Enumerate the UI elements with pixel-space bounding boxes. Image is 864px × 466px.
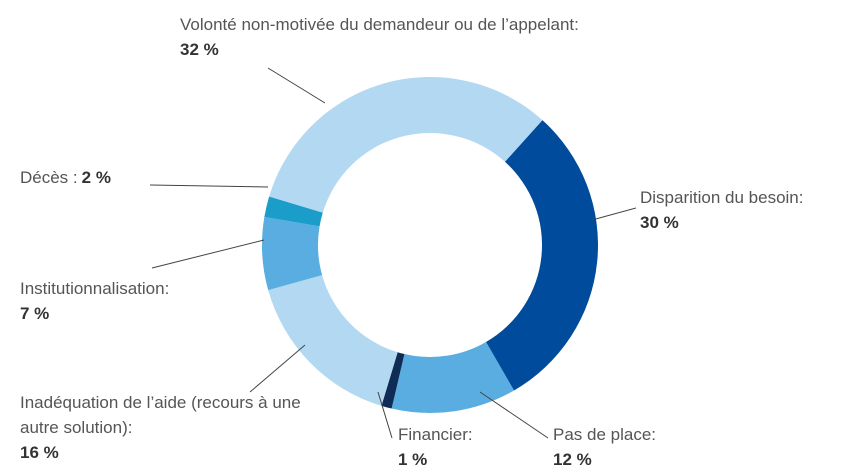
value-label: 16 % xyxy=(20,443,59,462)
category-label: Décès : xyxy=(20,168,78,187)
segment-label: Institutionnalisation: 7 % xyxy=(20,276,270,326)
value-label: 12 % xyxy=(553,450,592,466)
segment-label: Décès :2 % xyxy=(20,165,220,190)
category-label: Volonté non-motivée du demandeur ou de l… xyxy=(180,15,579,34)
category-label: Disparition du besoin: xyxy=(640,188,804,207)
donut-segment xyxy=(268,275,398,406)
donut-segment xyxy=(264,196,323,227)
donut-segment xyxy=(269,77,543,213)
segment-label: Pas de place: 12 % xyxy=(553,422,753,466)
donut-segment xyxy=(262,216,323,291)
category-label: Institutionnalisation: xyxy=(20,279,170,298)
category-label: Financier: xyxy=(398,425,473,444)
value-label: 32 % xyxy=(180,40,219,59)
segment-label: Financier: 1 % xyxy=(398,422,518,466)
segment-label: Inadéquation de l’aide (recours à une au… xyxy=(20,390,330,465)
category-label: Pas de place: xyxy=(553,425,657,444)
value-label: 30 % xyxy=(640,213,679,232)
segment-label: Disparition du besoin: 30 % xyxy=(640,185,860,235)
leader-line xyxy=(151,239,265,269)
leader-line xyxy=(149,184,269,188)
value-label: 1 % xyxy=(398,450,428,466)
value-label: 2 % xyxy=(81,168,111,187)
leader-line xyxy=(249,344,306,393)
leader-line xyxy=(591,207,637,221)
leader-line xyxy=(267,67,326,104)
leader-line xyxy=(377,391,393,439)
value-label: 7 % xyxy=(20,304,50,323)
category-label: Inadéquation de l’aide (recours à une au… xyxy=(20,393,301,437)
donut-segment xyxy=(381,352,405,409)
donut-segment xyxy=(391,341,514,413)
leader-line xyxy=(479,391,549,439)
segment-label: Volonté non-motivée du demandeur ou de l… xyxy=(180,12,740,62)
donut-segment xyxy=(486,120,599,391)
